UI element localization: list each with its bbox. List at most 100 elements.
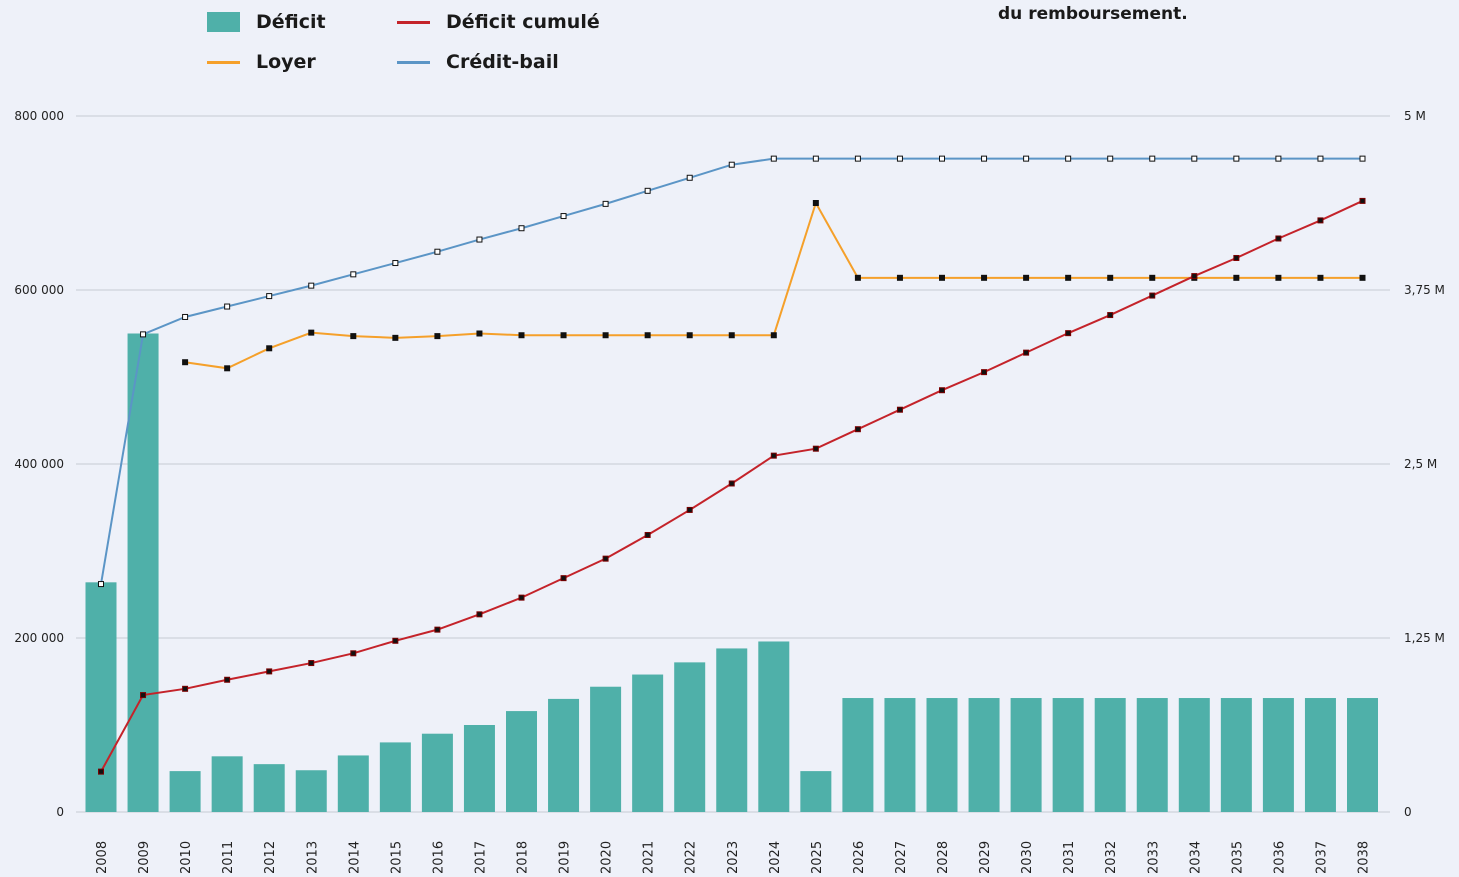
y-left-tick-label: 600 000 <box>14 283 64 297</box>
point-loyer <box>686 332 693 339</box>
point-deficit-cumule <box>1023 349 1030 356</box>
legend-swatch-deficit-cumule <box>397 20 430 24</box>
point-loyer <box>308 329 315 336</box>
point-deficit-cumule <box>224 676 231 683</box>
bar-deficit <box>674 662 706 812</box>
point-deficit-cumule <box>939 387 945 394</box>
point-credit-bail <box>981 155 988 162</box>
point-credit-bail <box>182 313 189 320</box>
x-tick-label: 2020 <box>600 841 615 874</box>
x-tick-label: 2012 <box>263 841 278 874</box>
point-loyer <box>644 332 651 339</box>
point-deficit-cumule <box>518 594 525 601</box>
point-credit-bail <box>308 282 315 289</box>
point-deficit-cumule <box>182 685 189 692</box>
point-deficit-cumule <box>602 555 609 562</box>
x-tick-label: 2035 <box>1230 841 1245 874</box>
point-loyer <box>560 332 567 339</box>
bar-deficit <box>1052 698 1084 812</box>
bar-deficit <box>800 771 832 812</box>
x-tick-label: 2038 <box>1357 841 1372 874</box>
point-credit-bail <box>140 331 147 338</box>
bar-deficit <box>1304 698 1336 812</box>
legend-label-deficit-cumule: Déficit cumulé <box>446 11 600 33</box>
y-right-tick-label: 3,75 M <box>1404 283 1445 297</box>
bar-deficit <box>1136 698 1168 812</box>
point-deficit-cumule <box>1233 254 1240 261</box>
point-loyer <box>939 274 945 281</box>
y-left-tick-label: 800 000 <box>14 109 64 123</box>
bar-deficit <box>211 756 243 812</box>
legend-swatch-credit-bail <box>397 60 430 64</box>
point-credit-bail <box>1107 155 1114 162</box>
point-deficit-cumule <box>1191 273 1198 280</box>
point-credit-bail <box>602 200 609 207</box>
x-tick-label: 2023 <box>726 841 741 874</box>
point-loyer <box>182 359 189 366</box>
point-credit-bail <box>1149 155 1156 162</box>
x-tick-label: 2009 <box>137 841 152 874</box>
bar-deficit <box>1178 698 1210 812</box>
bar-deficit <box>506 711 537 812</box>
point-deficit-cumule <box>308 660 315 667</box>
legend-label-deficit: Déficit <box>256 11 326 33</box>
bar-deficit <box>1347 698 1378 812</box>
legend-item-deficit: Déficit <box>207 9 326 35</box>
point-loyer <box>1359 274 1366 281</box>
point-credit-bail <box>1023 155 1030 162</box>
x-tick-label: 2037 <box>1314 841 1329 874</box>
point-deficit-cumule <box>981 369 988 376</box>
legend-item-deficit-cumule: Déficit cumulé <box>397 9 600 35</box>
point-loyer <box>1107 274 1114 281</box>
point-loyer <box>392 334 399 341</box>
point-credit-bail <box>854 155 861 162</box>
point-loyer <box>1023 274 1030 281</box>
point-credit-bail <box>434 248 441 255</box>
point-deficit-cumule <box>812 445 819 452</box>
point-credit-bail <box>728 161 735 168</box>
bar-deficit <box>337 755 369 812</box>
point-loyer <box>518 332 525 339</box>
bar-deficit <box>379 742 411 812</box>
point-credit-bail <box>1317 155 1324 162</box>
x-tick-label: 2008 <box>95 841 110 874</box>
x-tick-label: 2019 <box>558 841 573 874</box>
point-loyer <box>1275 274 1282 281</box>
point-deficit-cumule <box>854 426 861 433</box>
x-tick-label: 2027 <box>894 841 909 874</box>
point-deficit-cumule <box>770 452 777 459</box>
bar-deficit <box>1094 698 1126 812</box>
point-loyer <box>224 365 231 372</box>
point-deficit-cumule <box>98 768 104 775</box>
y-right-tick-label: 2,5 M <box>1404 457 1437 471</box>
x-tick-label: 2031 <box>1062 841 1077 874</box>
legend-label-credit-bail: Crédit-bail <box>446 51 559 73</box>
bar-deficit <box>169 771 201 812</box>
x-tick-label: 2014 <box>347 841 362 874</box>
bar-deficit <box>758 641 790 812</box>
x-tick-label: 2026 <box>852 841 867 874</box>
bar-deficit <box>85 582 117 812</box>
bar-deficit <box>884 698 916 812</box>
bar-deficit <box>590 686 622 812</box>
point-loyer <box>770 332 777 339</box>
point-credit-bail <box>560 213 567 220</box>
x-tick-label: 2032 <box>1104 841 1119 874</box>
y-left-tick-label: 200 000 <box>14 631 64 645</box>
point-credit-bail <box>1275 155 1282 162</box>
point-loyer <box>266 345 273 352</box>
x-tick-label: 2022 <box>684 841 699 874</box>
point-loyer <box>728 332 735 339</box>
point-credit-bail <box>1191 155 1198 162</box>
point-deficit-cumule <box>266 668 273 675</box>
x-tick-label: 2024 <box>768 841 783 874</box>
point-credit-bail <box>1233 155 1240 162</box>
point-loyer <box>602 332 609 339</box>
bar-deficit <box>1010 698 1042 812</box>
point-credit-bail <box>392 260 399 267</box>
bar-deficit <box>127 333 159 812</box>
point-deficit-cumule <box>476 611 483 618</box>
x-tick-label: 2029 <box>978 841 993 874</box>
point-loyer <box>896 274 903 281</box>
